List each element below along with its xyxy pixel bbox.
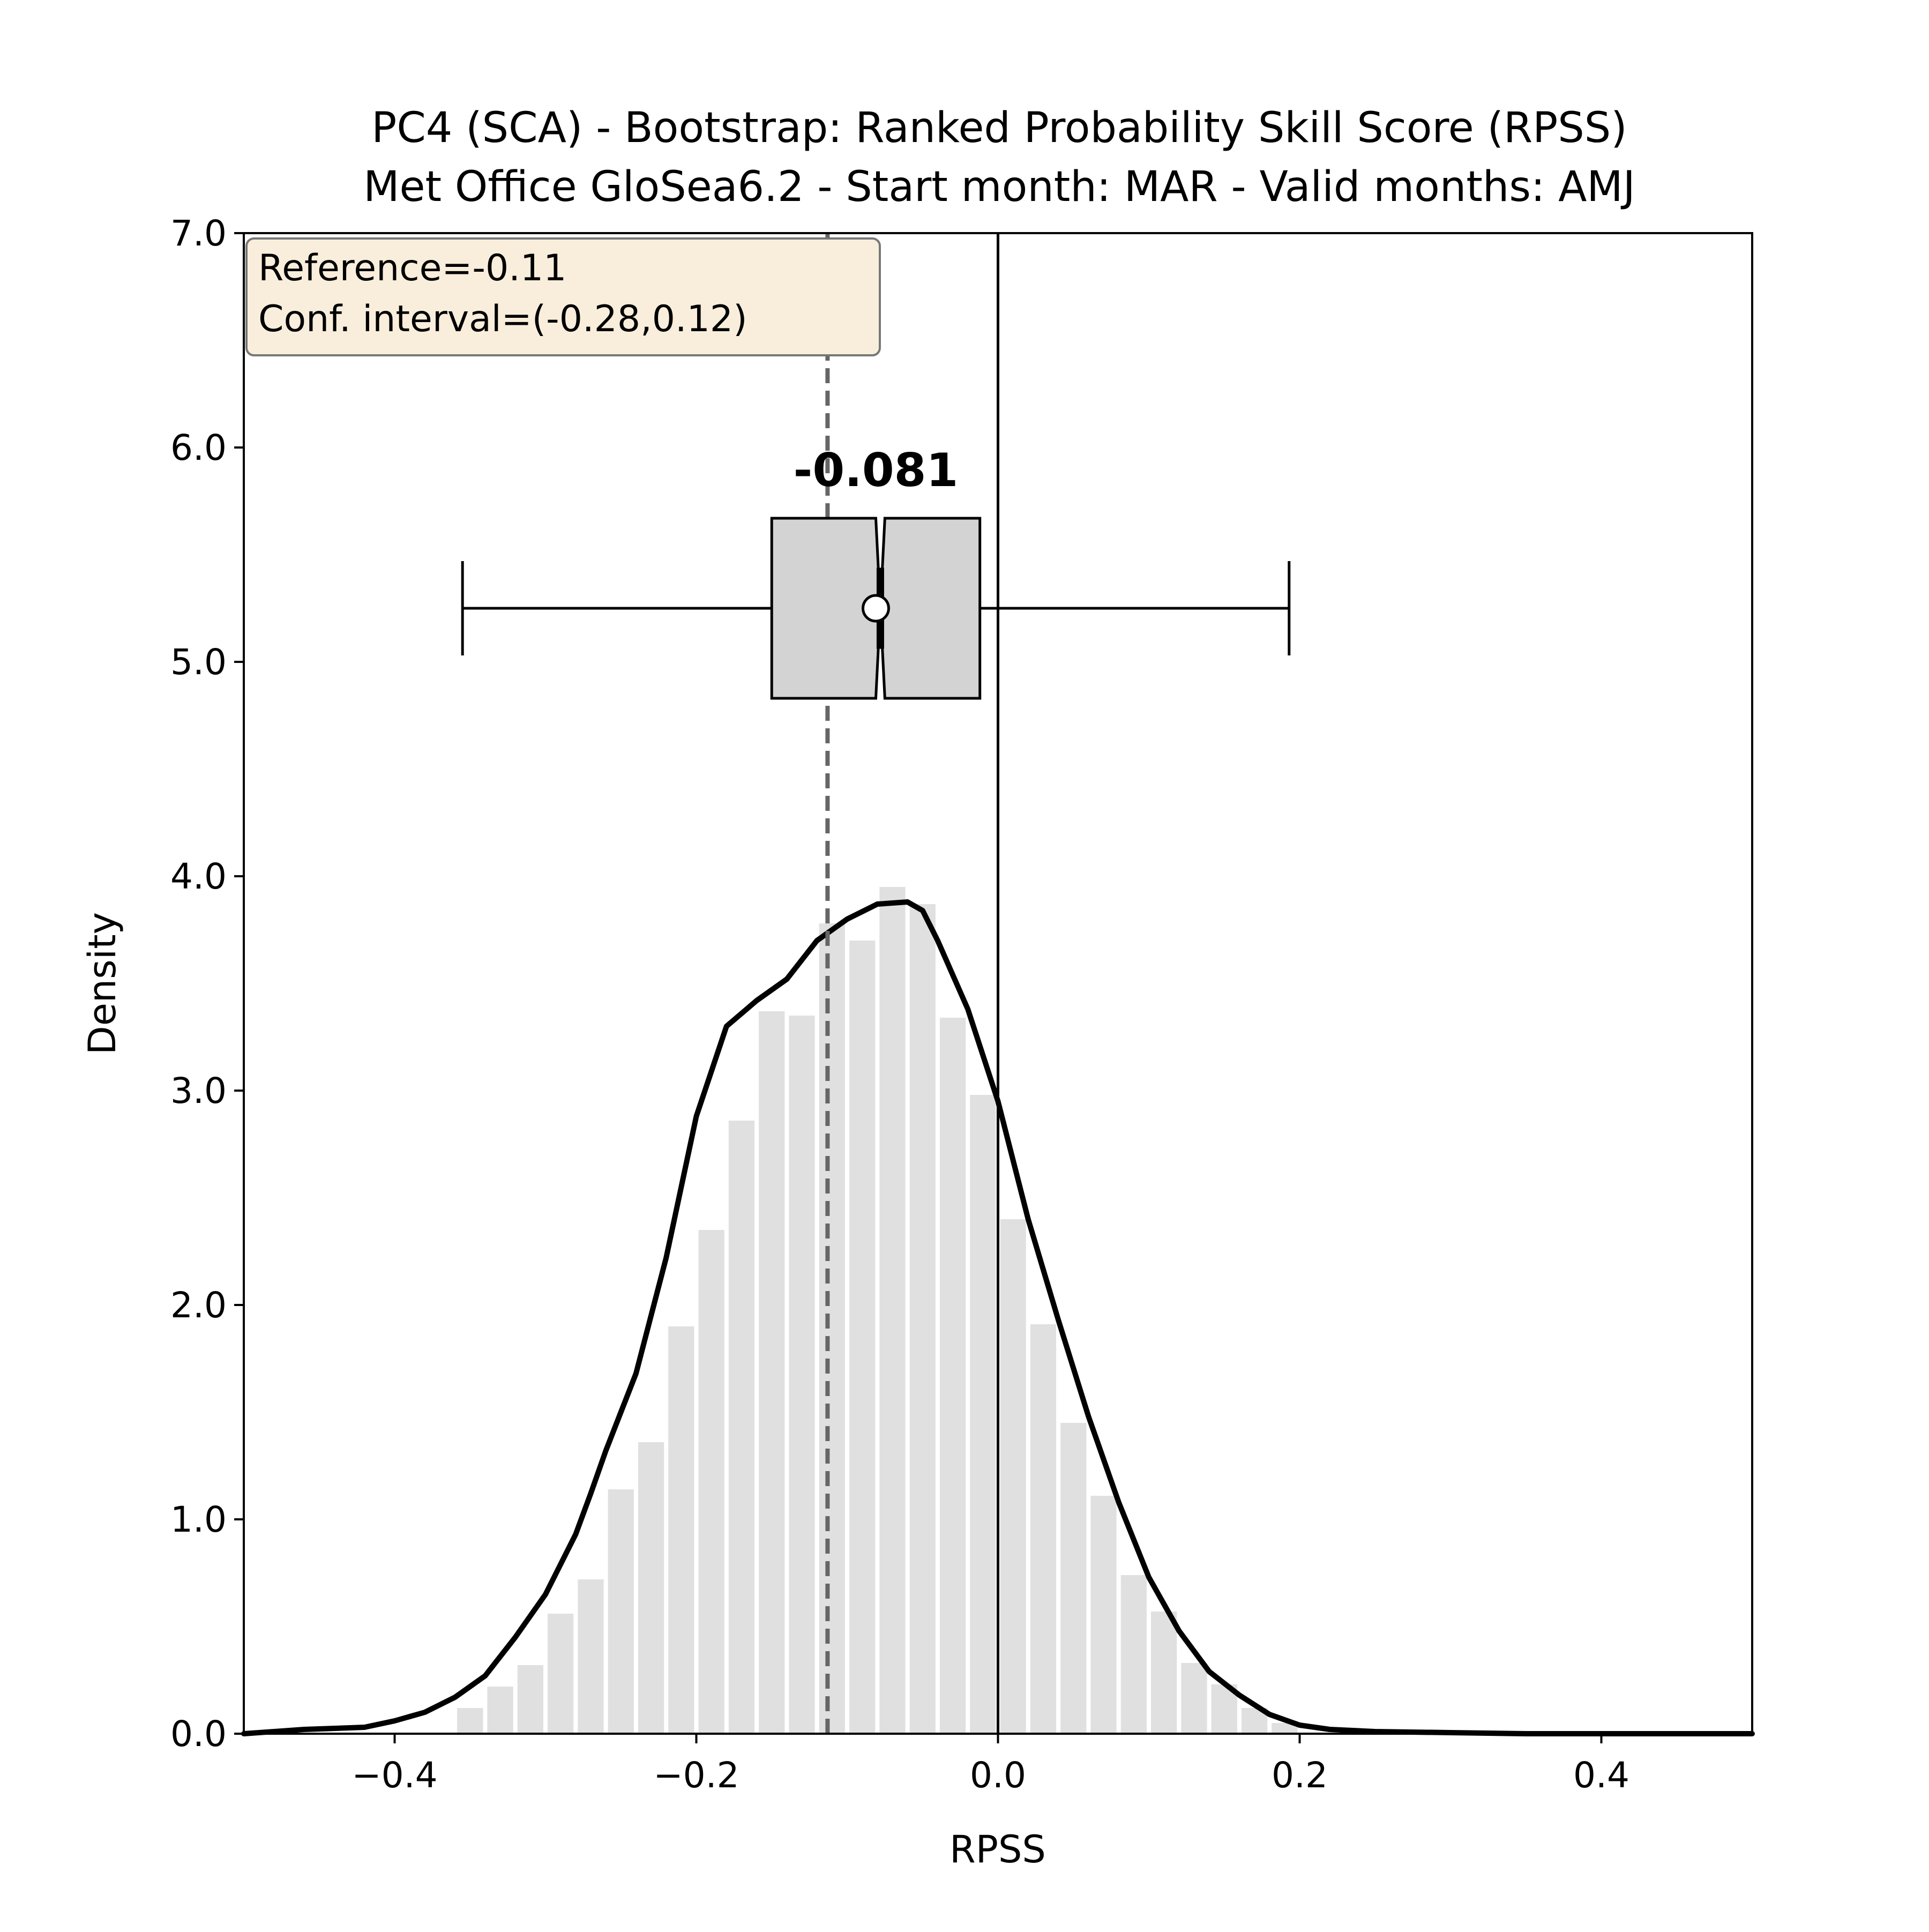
histogram-bar-18: [1000, 1219, 1026, 1734]
y-tick-label: 6.0: [170, 427, 227, 468]
info-box: Reference=-0.11 Conf. interval=(-0.28,0.…: [245, 237, 881, 356]
histogram-bar-14: [879, 887, 906, 1734]
histogram-bar-1: [487, 1687, 513, 1734]
y-tick-label: 4.0: [170, 856, 227, 897]
histogram-bar-19: [1030, 1324, 1057, 1734]
y-tick-label: 3.0: [170, 1070, 227, 1112]
histogram-bar-22: [1120, 1575, 1147, 1734]
info-reference: Reference=-0.11: [258, 247, 566, 289]
histogram-bar-20: [1060, 1423, 1087, 1734]
histogram-bar-5: [608, 1489, 634, 1734]
x-axis-label: RPSS: [949, 1827, 1046, 1871]
histogram-bar-3: [548, 1614, 574, 1734]
median-label: -0.081: [794, 444, 959, 497]
histogram-bar-0: [457, 1708, 483, 1734]
histogram-bar-15: [909, 904, 936, 1734]
y-tick-label: 0.0: [170, 1713, 227, 1755]
info-conf-interval: Conf. interval=(-0.28,0.12): [258, 298, 747, 340]
boxplot: [461, 517, 1291, 700]
histogram-bar-6: [638, 1442, 664, 1734]
x-tick-label: 0.0: [970, 1755, 1026, 1796]
x-tick-label: 0.2: [1272, 1755, 1328, 1796]
histogram-bar-7: [668, 1326, 694, 1734]
y-axis-label: Density: [80, 912, 124, 1055]
density-curve: [241, 899, 1755, 1736]
chart-title-line-1: PC4 (SCA) - Bootstrap: Ranked Probabilit…: [371, 104, 1627, 152]
histogram-bar-21: [1090, 1496, 1117, 1734]
y-axis-ticks: 0.0 1.0 2.0 3.0 4.0 5.0 6.0 7.0: [170, 213, 244, 1755]
chart-title: PC4 (SCA) - Bootstrap: Ranked Probabilit…: [363, 104, 1635, 211]
x-tick-label: 0.4: [1573, 1755, 1629, 1796]
histogram-bar-24: [1181, 1663, 1207, 1734]
histogram-bar-17: [970, 1095, 996, 1734]
histogram-bar-12: [819, 923, 845, 1734]
histogram-bar-8: [698, 1230, 724, 1734]
info-box-background: [245, 237, 881, 356]
histogram-bar-11: [789, 1016, 815, 1734]
histogram-bar-23: [1151, 1612, 1177, 1734]
histogram-bar-16: [939, 1018, 966, 1734]
y-tick-label: 1.0: [170, 1499, 227, 1540]
histogram-bar-9: [728, 1121, 755, 1734]
x-axis-ticks: −0.4 −0.2 0.0 0.2 0.4: [352, 1734, 1629, 1796]
histogram-bar-2: [517, 1665, 543, 1734]
x-tick-label: −0.2: [653, 1755, 739, 1796]
y-tick-label: 5.0: [170, 641, 227, 683]
histogram-bar-4: [578, 1579, 604, 1734]
x-tick-label: −0.4: [352, 1755, 437, 1796]
histogram-bars: [457, 887, 1298, 1734]
mean-marker: [861, 594, 890, 623]
histogram-bar-13: [849, 941, 876, 1734]
histogram-bar-27: [1272, 1723, 1298, 1734]
histogram-bar-10: [759, 1011, 785, 1734]
y-tick-label: 7.0: [170, 213, 227, 254]
y-tick-label: 2.0: [170, 1285, 227, 1326]
chart-title-line-2: Met Office GloSea6.2 - Start month: MAR …: [363, 163, 1635, 211]
